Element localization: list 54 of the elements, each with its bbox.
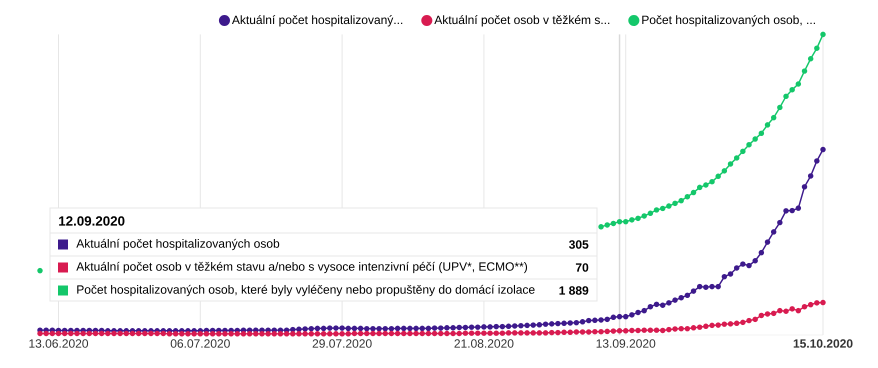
point bbox=[709, 178, 715, 184]
x-tick-label: 15.10.2020 bbox=[794, 339, 853, 348]
point bbox=[690, 190, 696, 196]
point bbox=[616, 218, 622, 224]
x-tick-label: 21.08.2020 bbox=[454, 339, 514, 348]
point bbox=[802, 68, 808, 74]
annotation: 12.09.2020 bbox=[59, 216, 124, 226]
point bbox=[604, 222, 610, 228]
point bbox=[648, 210, 654, 216]
point bbox=[814, 45, 820, 51]
x-tick-label: 29.07.2020 bbox=[312, 339, 372, 348]
point bbox=[610, 220, 616, 226]
point bbox=[37, 268, 43, 274]
legend-label: Aktuální počet osob v těžkém s... bbox=[434, 15, 610, 26]
point bbox=[660, 206, 666, 212]
annotation: Aktuální počet hospitalizovaných osob bbox=[76, 238, 280, 250]
point bbox=[703, 182, 709, 188]
annotation: Aktuální počet osob v těžkém stavu a/nebo s vysoce intenzivní péčí (UPV*, ECMO**) bbox=[76, 262, 528, 274]
point bbox=[678, 198, 684, 204]
point bbox=[672, 200, 678, 206]
point bbox=[598, 224, 604, 230]
point bbox=[666, 203, 672, 209]
point bbox=[783, 94, 789, 100]
point bbox=[635, 216, 641, 222]
point bbox=[715, 174, 721, 180]
point bbox=[777, 104, 783, 110]
legend-label: Aktuální počet hospitalizovaný... bbox=[232, 15, 402, 26]
point bbox=[796, 81, 802, 87]
x-tick-label: 13.06.2020 bbox=[29, 339, 88, 348]
point bbox=[770, 114, 776, 120]
point bbox=[752, 136, 758, 142]
point bbox=[722, 168, 728, 174]
point bbox=[696, 184, 702, 190]
annotation: 1 889 bbox=[559, 286, 588, 295]
x-tick-label: 06.07.2020 bbox=[170, 339, 230, 348]
point bbox=[820, 32, 826, 38]
point bbox=[684, 194, 690, 200]
point bbox=[622, 218, 628, 224]
legend-label: Počet hospitalizovaných osob, ... bbox=[642, 15, 815, 26]
point bbox=[746, 142, 752, 148]
x-tick-label: 13.09.2020 bbox=[596, 339, 656, 348]
point bbox=[629, 217, 635, 223]
point bbox=[740, 148, 746, 154]
point bbox=[758, 130, 764, 136]
point bbox=[734, 155, 740, 161]
annotation: Počet hospitalizovaných osob, které byly vyléčeny nebo propuštěny do domácí izolace bbox=[77, 284, 535, 296]
annotation: 70 bbox=[576, 263, 588, 272]
point bbox=[641, 213, 647, 219]
point bbox=[728, 161, 734, 167]
point bbox=[789, 86, 795, 92]
point bbox=[654, 207, 660, 213]
point bbox=[808, 56, 814, 62]
point bbox=[764, 122, 770, 128]
annotation: 305 bbox=[568, 240, 588, 249]
